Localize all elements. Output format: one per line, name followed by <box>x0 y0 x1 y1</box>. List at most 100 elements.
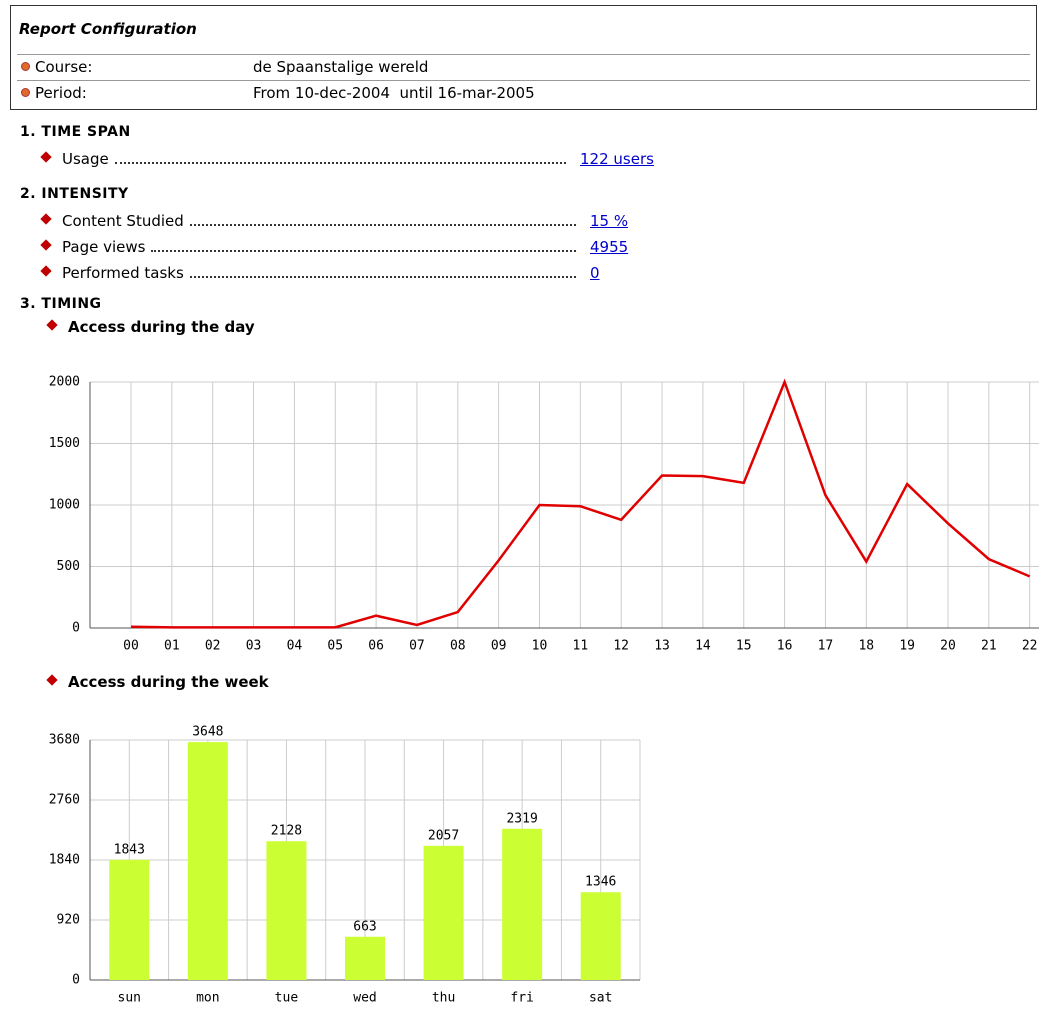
x-tick-label: 10 <box>532 639 548 654</box>
x-tick-label: 02 <box>205 639 221 654</box>
x-tick-label: 18 <box>858 639 874 654</box>
bullet <box>21 62 30 71</box>
value-label: 1843 <box>114 842 145 857</box>
value-label: 2057 <box>428 828 459 843</box>
y-tick-label: 500 <box>57 559 80 574</box>
x-tick-label: 17 <box>818 639 834 654</box>
config-value: de Spaanstalige wereld <box>253 58 429 76</box>
leader: Page views <box>62 238 582 256</box>
section-title: 3. TIMING <box>20 296 102 312</box>
bullet <box>46 319 58 331</box>
section-title: 2. INTENSITY <box>20 186 129 202</box>
chart: 0 920 1840 2760 3680 sun mon tue wed thu fri sat 184… <box>49 725 641 1006</box>
bar <box>502 828 543 980</box>
x-tick-label: 04 <box>287 639 303 654</box>
metric-label: Usage <box>62 150 109 168</box>
bar <box>109 859 150 980</box>
chart-title: Access during the day <box>46 318 255 336</box>
x-tick-label: 20 <box>940 639 956 654</box>
value-label: 2128 <box>271 824 302 839</box>
chart-title-text: Access during the week <box>68 673 269 691</box>
dots <box>151 238 576 252</box>
y-tick-label: 1000 <box>49 498 80 513</box>
metric-link[interactable]: 0 <box>590 264 600 282</box>
x-tick-label: 21 <box>981 639 997 654</box>
x-tick-label: 03 <box>246 639 262 654</box>
x-tick-label: thu <box>432 991 455 1006</box>
x-tick-label: 07 <box>409 639 425 654</box>
y-tick-label: 0 <box>72 973 80 988</box>
x-tick-label: 08 <box>450 639 466 654</box>
value-label: 2319 <box>506 811 537 826</box>
chart-title: Access during the week <box>46 673 269 691</box>
metric-label: Content Studied <box>62 212 184 230</box>
leader: Content Studied <box>62 212 582 230</box>
leader: Usage <box>62 150 572 168</box>
metric-row: Page views 4955 <box>40 236 629 258</box>
x-tick-label: 00 <box>123 639 139 654</box>
x-tick-label: 16 <box>777 639 793 654</box>
x-tick-label: 09 <box>491 639 507 654</box>
config-label: Period: <box>35 84 87 102</box>
metric-link[interactable]: 122 users <box>580 150 654 168</box>
x-tick-label: tue <box>275 991 299 1006</box>
metric-row: Content Studied 15 % <box>40 210 629 232</box>
x-tick-label: sun <box>118 991 141 1006</box>
bullet <box>40 265 52 277</box>
x-tick-label: 12 <box>613 639 629 654</box>
metric-label: Performed tasks <box>62 264 184 282</box>
dots <box>189 212 576 226</box>
config-label: Course: <box>35 58 93 76</box>
bullet <box>40 239 52 251</box>
x-tick-label: mon <box>196 991 219 1006</box>
y-tick-label: 920 <box>57 913 80 928</box>
bar <box>423 845 464 980</box>
report-config: Report Configuration Course: de Spaanstal… <box>10 5 1037 110</box>
bar <box>266 841 307 980</box>
x-tick-label: 01 <box>164 639 180 654</box>
x-tick-label: 05 <box>327 639 343 654</box>
config-row: Course: de Spaanstalige wereld <box>17 54 1030 79</box>
value-label: 663 <box>353 919 376 934</box>
bar <box>187 742 228 980</box>
metric-link[interactable]: 15 % <box>590 212 629 230</box>
x-tick-label: 14 <box>695 639 711 654</box>
x-tick-label: 19 <box>899 639 915 654</box>
y-tick-label: 0 <box>72 621 80 636</box>
config-row: Period: From 10-dec-2004 until 16-mar-200… <box>17 80 1030 105</box>
config-title: Report Configuration <box>19 20 197 38</box>
x-tick-label: 11 <box>573 639 589 654</box>
metric-link[interactable]: 4955 <box>590 238 629 256</box>
x-tick-label: sat <box>589 991 612 1006</box>
chart: 0 500 1000 1500 2000 00 01 02 03 04 05 06 07 08 09 10 11… <box>49 375 1039 654</box>
y-tick-label: 3680 <box>49 733 80 748</box>
x-tick-label: 15 <box>736 639 752 654</box>
x-tick-label: 22 <box>1022 639 1038 654</box>
value-label: 1346 <box>585 875 616 890</box>
dots <box>114 150 566 164</box>
metric-row: Performed tasks 0 <box>40 262 600 284</box>
section-title: 1. TIME SPAN <box>20 124 131 140</box>
y-tick-label: 2000 <box>49 375 80 390</box>
bar <box>580 892 621 980</box>
bullet <box>46 674 58 686</box>
y-tick-label: 1500 <box>49 436 80 451</box>
x-tick-label: wed <box>353 991 376 1006</box>
leader: Performed tasks <box>62 264 582 282</box>
bullet <box>21 88 30 97</box>
y-tick-label: 1840 <box>49 853 80 868</box>
dots <box>189 264 576 278</box>
x-tick-label: 06 <box>368 639 384 654</box>
metric-row: Usage 122 users <box>40 148 654 170</box>
bullet <box>40 213 52 225</box>
x-tick-label: fri <box>510 991 533 1006</box>
config-value: From 10-dec-2004 until 16-mar-2005 <box>253 84 535 102</box>
data-line <box>130 378 1031 629</box>
value-label: 3648 <box>192 725 223 740</box>
metric-label: Page views <box>62 238 146 256</box>
y-tick-label: 2760 <box>49 793 80 808</box>
bar <box>345 936 385 980</box>
x-tick-label: 13 <box>654 639 670 654</box>
chart-title-text: Access during the day <box>68 318 255 336</box>
